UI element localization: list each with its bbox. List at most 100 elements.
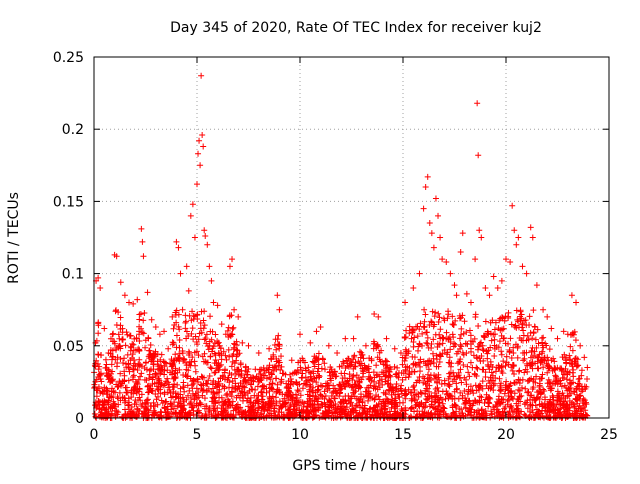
data-point: [158, 397, 165, 404]
data-point: [457, 356, 464, 363]
data-point: [530, 378, 537, 385]
data-point: [580, 411, 587, 418]
data-point: [489, 317, 496, 324]
data-point-peak: [573, 299, 580, 306]
data-point: [548, 357, 555, 364]
data-point-peak: [350, 335, 357, 342]
data-point: [466, 327, 473, 334]
data-point: [254, 400, 261, 407]
data-point: [276, 389, 283, 396]
data-point: [515, 386, 522, 393]
data-point: [575, 406, 582, 413]
data-point: [427, 372, 434, 379]
data-point-peak: [498, 277, 505, 284]
data-point-peak: [540, 306, 547, 313]
data-point-peak: [148, 316, 155, 323]
data-point: [526, 376, 533, 383]
data-point: [539, 403, 546, 410]
data-point: [182, 312, 189, 319]
data-point-peak: [474, 100, 481, 107]
data-point: [436, 331, 443, 338]
data-point: [502, 362, 509, 369]
data-point: [287, 401, 294, 408]
data-point: [109, 376, 116, 383]
y-tick-label: 0: [75, 411, 84, 427]
data-point: [196, 399, 203, 406]
data-point: [347, 362, 354, 369]
data-point: [340, 358, 347, 365]
data-point: [352, 359, 359, 366]
data-point: [212, 331, 219, 338]
data-point-peak: [210, 299, 217, 306]
data-point: [229, 352, 236, 359]
data-point-peak: [476, 227, 483, 234]
data-point: [224, 327, 231, 334]
data-point: [535, 340, 542, 347]
data-point: [273, 346, 280, 353]
data-point: [444, 390, 451, 397]
data-point: [103, 361, 110, 368]
data-point: [230, 407, 237, 414]
data-point: [500, 413, 507, 420]
data-point: [198, 385, 205, 392]
data-point: [535, 365, 542, 372]
data-point: [241, 391, 248, 398]
data-point-peak: [482, 285, 489, 292]
data-point-peak: [173, 238, 180, 245]
data-point: [113, 322, 120, 329]
data-point: [440, 315, 447, 322]
data-point: [540, 386, 547, 393]
plot-frame: [93, 56, 610, 419]
data-point: [460, 362, 467, 369]
data-point: [365, 397, 372, 404]
data-point: [436, 358, 443, 365]
data-point-peak: [475, 152, 482, 159]
data-point-peak: [191, 234, 198, 241]
data-point: [308, 376, 315, 383]
data-point-peak: [231, 306, 238, 313]
data-point: [113, 363, 120, 370]
data-point: [207, 353, 214, 360]
data-point: [567, 356, 574, 363]
data-point: [521, 400, 528, 407]
data-point: [393, 370, 400, 377]
data-point: [550, 396, 557, 403]
data-point: [502, 382, 509, 389]
data-point: [189, 385, 196, 392]
data-point: [268, 370, 275, 377]
data-point: [109, 347, 116, 354]
data-point: [190, 407, 197, 414]
data-point: [264, 412, 271, 419]
data-point: [225, 374, 232, 381]
data-point: [330, 388, 337, 395]
data-point: [196, 330, 203, 337]
data-point-peak: [451, 282, 458, 289]
data-point: [469, 402, 476, 409]
data-point: [461, 374, 468, 381]
data-point: [408, 388, 415, 395]
data-point: [572, 396, 579, 403]
data-point: [507, 403, 514, 410]
data-point-peak: [245, 342, 252, 349]
data-point-peak: [235, 313, 242, 320]
data-point-peak: [519, 263, 526, 270]
data-point-peak: [527, 224, 534, 231]
data-point-peak: [533, 282, 540, 289]
data-point: [129, 351, 136, 358]
data-point: [497, 380, 504, 387]
data-point: [207, 364, 214, 371]
data-point: [247, 381, 254, 388]
data-point: [507, 335, 514, 342]
data-point-peak: [511, 227, 518, 234]
data-point: [391, 405, 398, 412]
data-point: [446, 370, 453, 377]
data-point: [510, 363, 517, 370]
data-point: [150, 399, 157, 406]
data-point: [395, 393, 402, 400]
data-point: [185, 412, 192, 419]
data-point: [134, 367, 141, 374]
data-point: [315, 372, 322, 379]
data-point: [514, 354, 521, 361]
data-point: [446, 373, 453, 380]
data-point: [142, 359, 149, 366]
